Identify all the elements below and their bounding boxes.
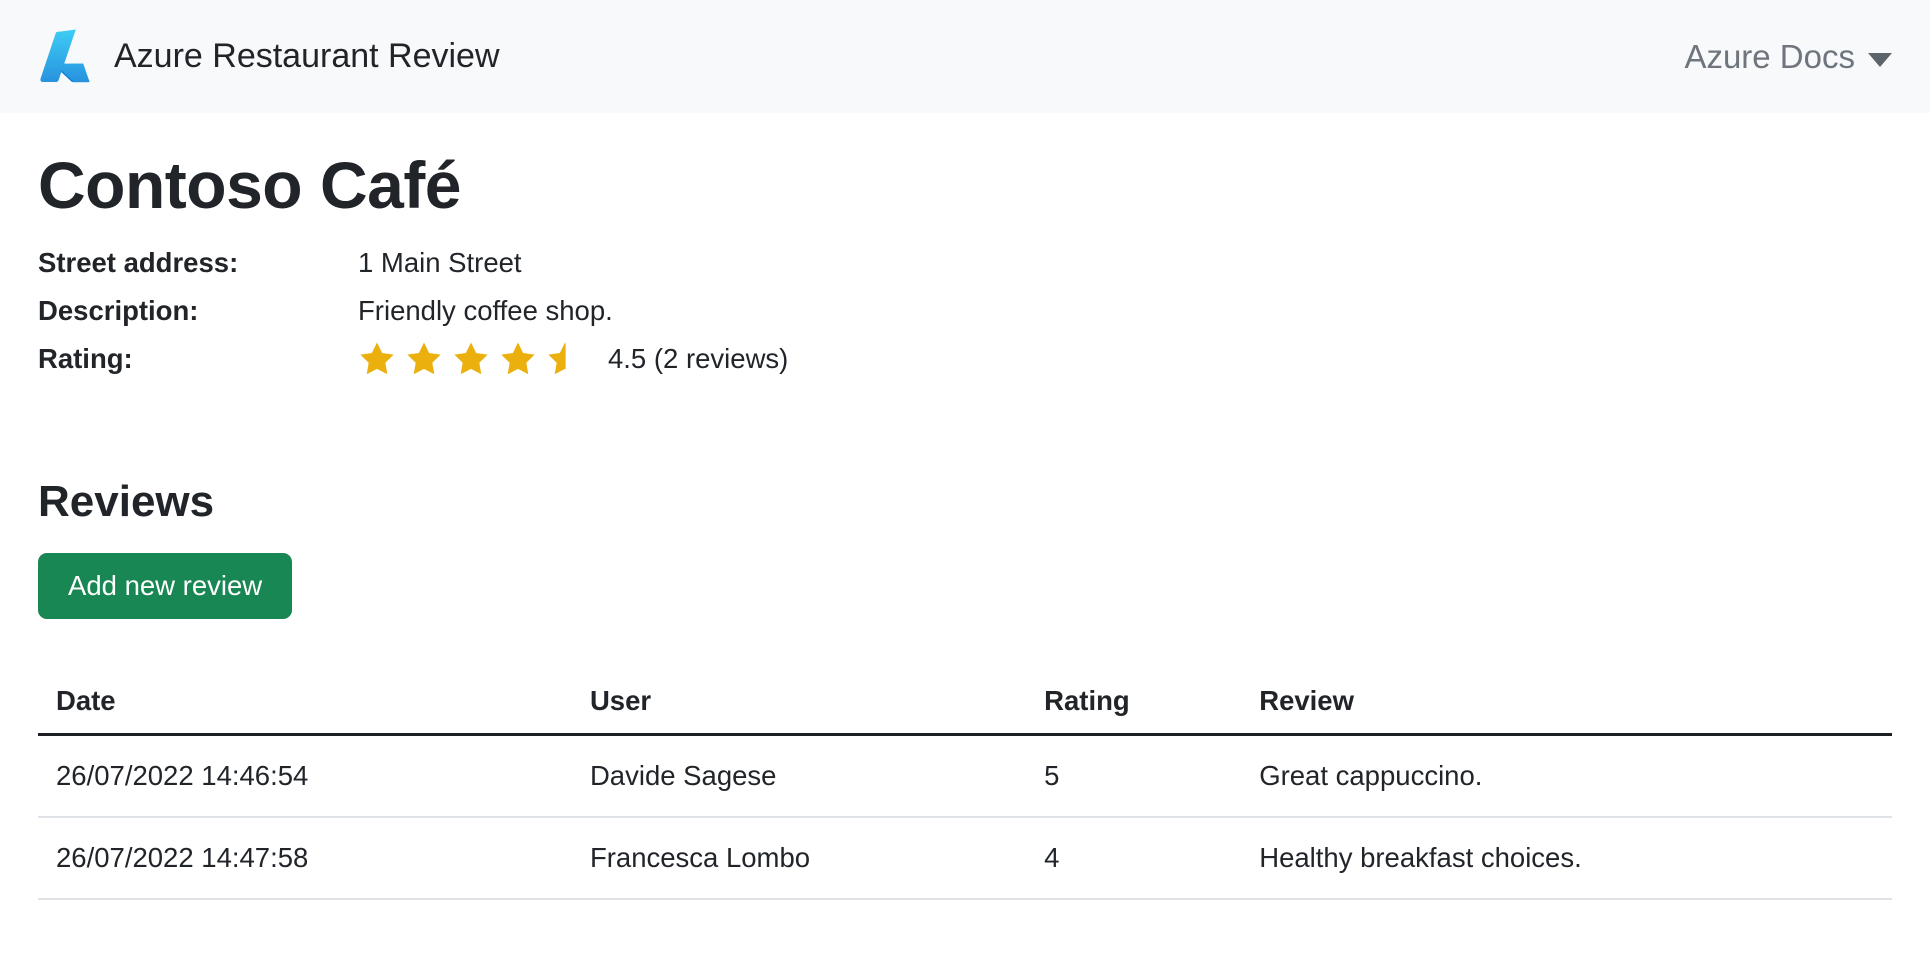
reviews-table: Date User Rating Review 26/07/2022 14:46… (38, 669, 1892, 900)
add-review-button[interactable]: Add new review (38, 553, 293, 619)
review-date: 26/07/2022 14:46:54 (38, 734, 572, 818)
azure-logo-icon (40, 29, 90, 82)
street-address-label: Street address: (38, 247, 239, 278)
col-header-date: Date (38, 669, 572, 736)
navbar: Azure Restaurant Review Azure Docs (0, 0, 1930, 113)
review-text: Great cappuccino. (1241, 734, 1892, 818)
reviews-heading: Reviews (38, 477, 215, 526)
star-icon (407, 342, 441, 375)
review-date: 26/07/2022 14:47:58 (38, 817, 572, 900)
restaurant-details: Street address: 1 Main Street Descriptio… (38, 239, 1892, 383)
review-rating: 4 (1026, 817, 1242, 900)
star-half-icon (548, 342, 566, 375)
rating-row: Rating: 4.5 (2 reviews) (38, 335, 1892, 383)
col-header-rating: Rating (1026, 669, 1242, 736)
review-rating: 5 (1026, 734, 1242, 818)
star-icon (454, 342, 488, 375)
description-value: Friendly coffee shop. (358, 295, 613, 326)
review-row: 26/07/2022 14:46:54 Davide Sagese 5 Grea… (38, 734, 1892, 818)
table-header-row: Date User Rating Review (38, 669, 1892, 736)
col-header-user: User (571, 669, 1027, 736)
azure-docs-label: Azure Docs (1684, 37, 1855, 75)
street-address-value: 1 Main Street (358, 247, 522, 278)
main-content: Contoso Café Street address: 1 Main Stre… (0, 147, 1930, 900)
description-row: Description: Friendly coffee shop. (38, 287, 1892, 335)
rating-value: 4.5 (2 reviews) (358, 335, 788, 383)
description-label: Description: (38, 295, 199, 326)
star-icon (360, 342, 394, 375)
chevron-down-icon (1868, 52, 1892, 67)
navbar-brand[interactable]: Azure Restaurant Review (38, 28, 500, 86)
azure-docs-menu[interactable]: Azure Docs (1684, 38, 1892, 76)
rating-label: Rating: (38, 343, 133, 374)
brand-title: Azure Restaurant Review (114, 37, 500, 75)
review-user: Davide Sagese (571, 734, 1027, 818)
street-address-row: Street address: 1 Main Street (38, 239, 1892, 287)
star-rating (358, 340, 584, 378)
star-icon (501, 342, 535, 375)
col-header-review: Review (1241, 669, 1892, 736)
review-text: Healthy breakfast choices. (1241, 817, 1892, 900)
rating-text: 4.5 (2 reviews) (608, 343, 789, 374)
review-user: Francesca Lombo (571, 817, 1027, 900)
review-row: 26/07/2022 14:47:58 Francesca Lombo 4 He… (38, 817, 1892, 900)
page-title: Contoso Café (38, 148, 462, 222)
